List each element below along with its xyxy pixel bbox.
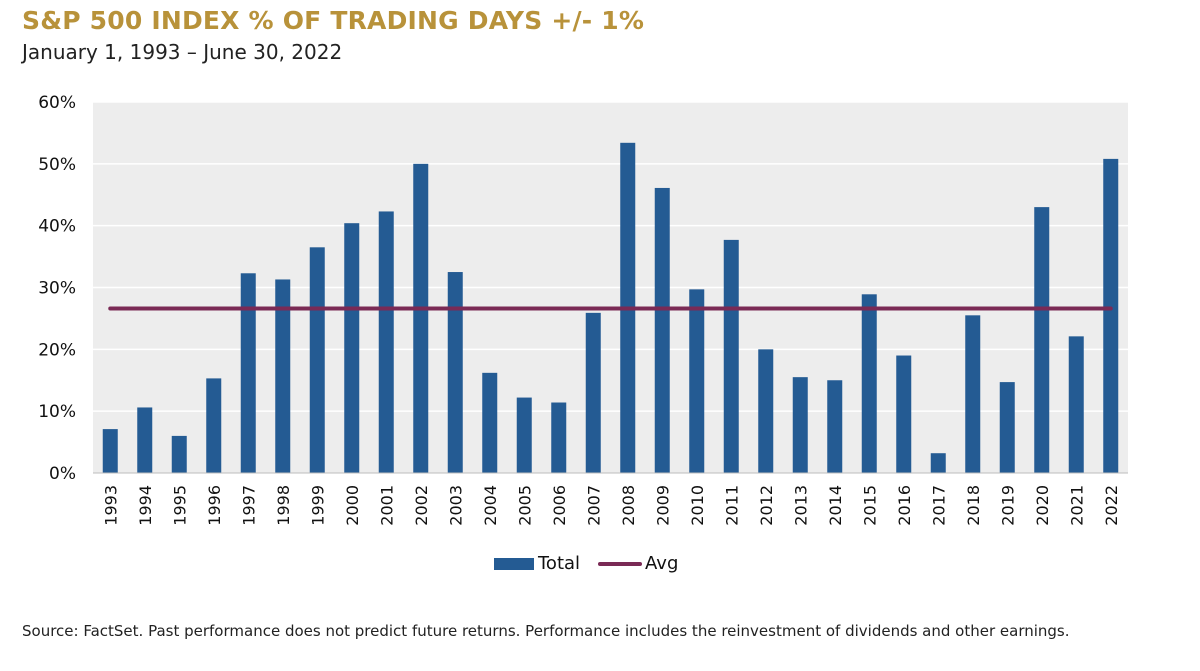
x-axis: 1993 1994 1995 1996 1997 1998 1999 2000 2001 2002… bbox=[101, 485, 1121, 526]
bar-2019 bbox=[999, 382, 1015, 473]
legend-total-swatch bbox=[494, 557, 534, 570]
y-tick-label: 30% bbox=[38, 279, 76, 299]
x-tick-label: 2018 bbox=[964, 485, 983, 526]
bar-1996 bbox=[206, 378, 222, 473]
bar-series-total bbox=[102, 142, 1119, 474]
x-tick-label: 2010 bbox=[688, 485, 707, 526]
y-tick-label: 0% bbox=[49, 464, 76, 484]
x-tick-label: 2016 bbox=[895, 485, 914, 526]
x-tick-label: 1997 bbox=[239, 485, 258, 526]
bar-2017 bbox=[930, 453, 946, 473]
x-tick-label: 2007 bbox=[584, 485, 603, 526]
bar-2014 bbox=[827, 380, 843, 473]
y-tick-label: 50% bbox=[38, 155, 76, 175]
bar-1997 bbox=[240, 273, 256, 473]
x-tick-label: 2009 bbox=[653, 485, 672, 526]
bar-2007 bbox=[585, 312, 601, 473]
y-tick-label: 20% bbox=[38, 340, 76, 360]
x-tick-label: 2002 bbox=[412, 485, 431, 526]
x-tick-label: 2011 bbox=[722, 485, 741, 526]
x-tick-label: 2022 bbox=[1102, 485, 1121, 526]
legend-total-label: Total bbox=[538, 553, 581, 574]
bar-2010 bbox=[689, 289, 705, 473]
x-tick-label: 1994 bbox=[136, 485, 155, 526]
bar-2000 bbox=[344, 223, 360, 473]
bar-2005 bbox=[516, 397, 532, 473]
bar-2003 bbox=[447, 272, 463, 473]
y-axis: 0% 10% 20% 30% 40% 50% 60% bbox=[38, 93, 76, 484]
y-tick-label: 40% bbox=[38, 217, 76, 237]
bar-2022 bbox=[1103, 158, 1119, 474]
x-tick-label: 2005 bbox=[515, 485, 534, 526]
bar-2013 bbox=[792, 377, 808, 473]
gridlines bbox=[93, 101, 1128, 412]
bar-2002 bbox=[413, 163, 429, 474]
source-note: Source: FactSet. Past performance does n… bbox=[22, 622, 1070, 640]
y-tick-label: 60% bbox=[38, 93, 76, 113]
bar-2001 bbox=[378, 211, 394, 473]
x-tick-label: 2017 bbox=[929, 485, 948, 526]
legend-avg-swatch bbox=[598, 561, 643, 566]
x-tick-label: 2008 bbox=[619, 485, 638, 526]
bar-2015 bbox=[861, 294, 877, 473]
bar-1993 bbox=[102, 429, 118, 473]
bar-2009 bbox=[654, 187, 670, 473]
bar-2020 bbox=[1034, 207, 1050, 473]
x-tick-label: 2013 bbox=[791, 485, 810, 526]
bar-1999 bbox=[309, 247, 325, 473]
bar-2004 bbox=[482, 372, 498, 473]
bar-1998 bbox=[275, 279, 291, 473]
legend: Total Avg bbox=[494, 553, 678, 574]
bar-1995 bbox=[171, 435, 187, 473]
bar-2011 bbox=[723, 239, 739, 473]
x-tick-label: 2012 bbox=[757, 485, 776, 526]
bar-2018 bbox=[965, 315, 981, 473]
bar-2021 bbox=[1068, 336, 1084, 473]
x-tick-label: 1993 bbox=[101, 485, 120, 526]
bar-2006 bbox=[551, 402, 567, 473]
x-tick-label: 2015 bbox=[860, 485, 879, 526]
legend-avg-label: Avg bbox=[645, 553, 679, 574]
x-tick-label: 2019 bbox=[998, 485, 1017, 526]
y-tick-label: 10% bbox=[38, 402, 76, 422]
x-tick-label: 2021 bbox=[1067, 485, 1086, 526]
chart-title: S&P 500 INDEX % OF TRADING DAYS +/- 1% bbox=[22, 6, 645, 35]
x-tick-label: 1996 bbox=[205, 485, 224, 526]
x-tick-label: 2004 bbox=[481, 485, 500, 526]
x-tick-label: 2020 bbox=[1033, 485, 1052, 526]
x-tick-label: 1999 bbox=[308, 485, 327, 526]
x-tick-label: 1995 bbox=[170, 485, 189, 526]
x-tick-label: 2000 bbox=[343, 485, 362, 526]
x-tick-label: 2003 bbox=[446, 485, 465, 526]
bar-1994 bbox=[137, 407, 153, 473]
x-tick-label: 2014 bbox=[826, 485, 845, 526]
x-tick-label: 1998 bbox=[274, 485, 293, 526]
bar-2012 bbox=[758, 349, 774, 473]
bar-2016 bbox=[896, 355, 912, 473]
chart-subtitle: January 1, 1993 – June 30, 2022 bbox=[22, 40, 343, 64]
x-tick-label: 2006 bbox=[550, 485, 569, 526]
x-tick-label: 2001 bbox=[377, 485, 396, 526]
